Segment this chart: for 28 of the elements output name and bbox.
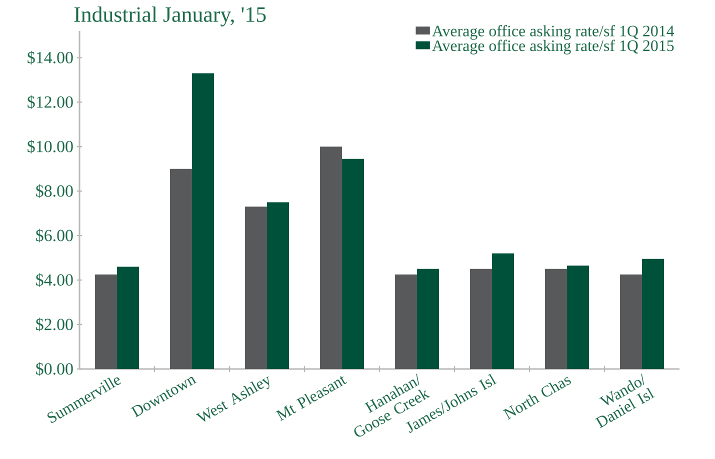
bar <box>117 266 140 369</box>
bar <box>567 266 590 369</box>
bar <box>395 274 418 369</box>
bar <box>492 253 514 369</box>
bar <box>642 258 664 369</box>
bar <box>192 73 214 369</box>
bar <box>620 274 642 369</box>
y-tick-label: $2.00 <box>36 318 73 332</box>
bar <box>320 146 342 369</box>
y-tick-label: $8.00 <box>36 184 73 198</box>
legend-label: Average office asking rate/sf 1Q 2014 <box>432 25 674 40</box>
bar <box>470 268 492 369</box>
y-tick-label: $14.00 <box>28 50 73 64</box>
bar <box>342 158 364 369</box>
legend-label: Average office asking rate/sf 1Q 2015 <box>432 40 674 54</box>
y-tick-label: $10.00 <box>28 140 73 154</box>
bar <box>545 268 568 369</box>
bar <box>417 268 440 369</box>
bar <box>95 274 118 369</box>
y-tick-label: $12.00 <box>28 95 73 109</box>
bar <box>170 168 192 369</box>
x-tick-label: North Chas <box>502 376 571 420</box>
chart-title: Industrial January, '15 <box>74 6 266 26</box>
y-tick-label: $0.00 <box>36 362 73 376</box>
y-tick-label: $4.00 <box>36 273 73 287</box>
y-tick-label: $6.00 <box>36 228 73 242</box>
bar <box>267 202 290 369</box>
bar <box>245 206 268 369</box>
